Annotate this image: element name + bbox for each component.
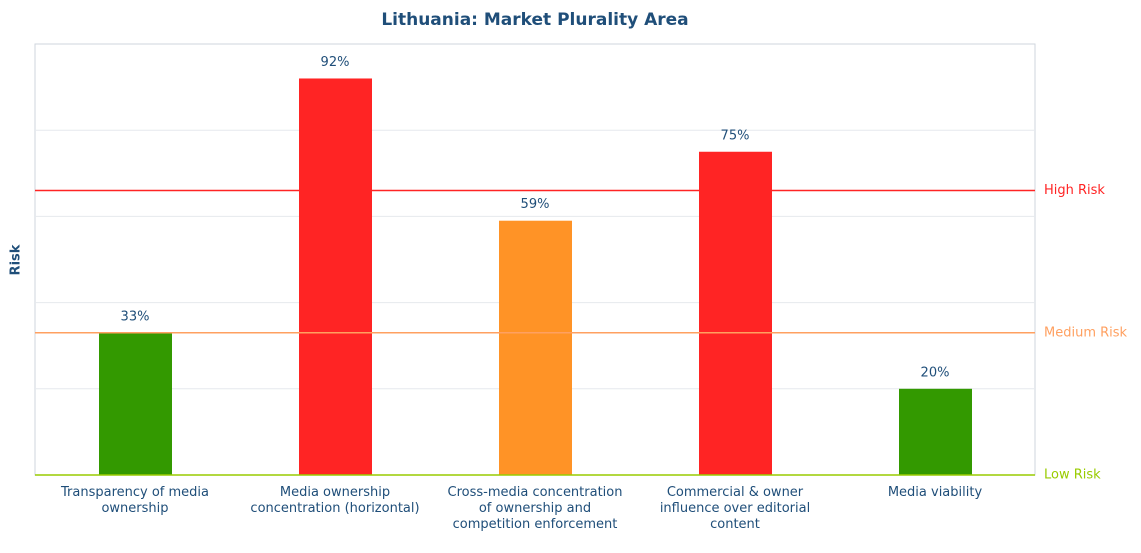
value-label: 59% bbox=[521, 197, 550, 212]
x-tick-label: Cross-media concentration of ownership a… bbox=[447, 485, 623, 532]
chart-title: Lithuania: Market Plurality Area bbox=[381, 10, 688, 30]
x-tick-label: Transparency of media ownership bbox=[61, 485, 209, 516]
threshold-label: High Risk bbox=[1044, 183, 1105, 198]
x-tick-label: Media ownership concentration (horizonta… bbox=[250, 485, 420, 516]
threshold-label: Low Risk bbox=[1044, 468, 1101, 483]
value-label: 75% bbox=[721, 128, 750, 143]
x-tick-label: Commercial & owner influence over editor… bbox=[659, 485, 811, 532]
bar bbox=[499, 220, 572, 475]
bar bbox=[299, 78, 372, 475]
bar bbox=[899, 388, 972, 475]
value-label: 20% bbox=[921, 365, 950, 380]
bar bbox=[99, 332, 172, 475]
x-tick-label: Media viability bbox=[887, 485, 983, 500]
threshold-label: Medium Risk bbox=[1044, 325, 1128, 340]
value-label: 92% bbox=[321, 55, 350, 70]
value-label: 33% bbox=[121, 309, 150, 324]
y-axis-label: Risk bbox=[9, 244, 24, 275]
bar bbox=[699, 151, 772, 475]
